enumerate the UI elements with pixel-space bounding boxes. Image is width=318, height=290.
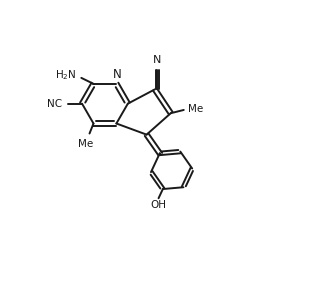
Text: OH: OH [150,200,167,210]
Text: Me: Me [188,104,203,114]
Text: H$_2$N: H$_2$N [55,68,77,82]
Text: NC: NC [46,99,62,109]
Text: Me: Me [78,139,93,149]
Text: N: N [113,68,121,81]
Text: N: N [153,55,162,65]
